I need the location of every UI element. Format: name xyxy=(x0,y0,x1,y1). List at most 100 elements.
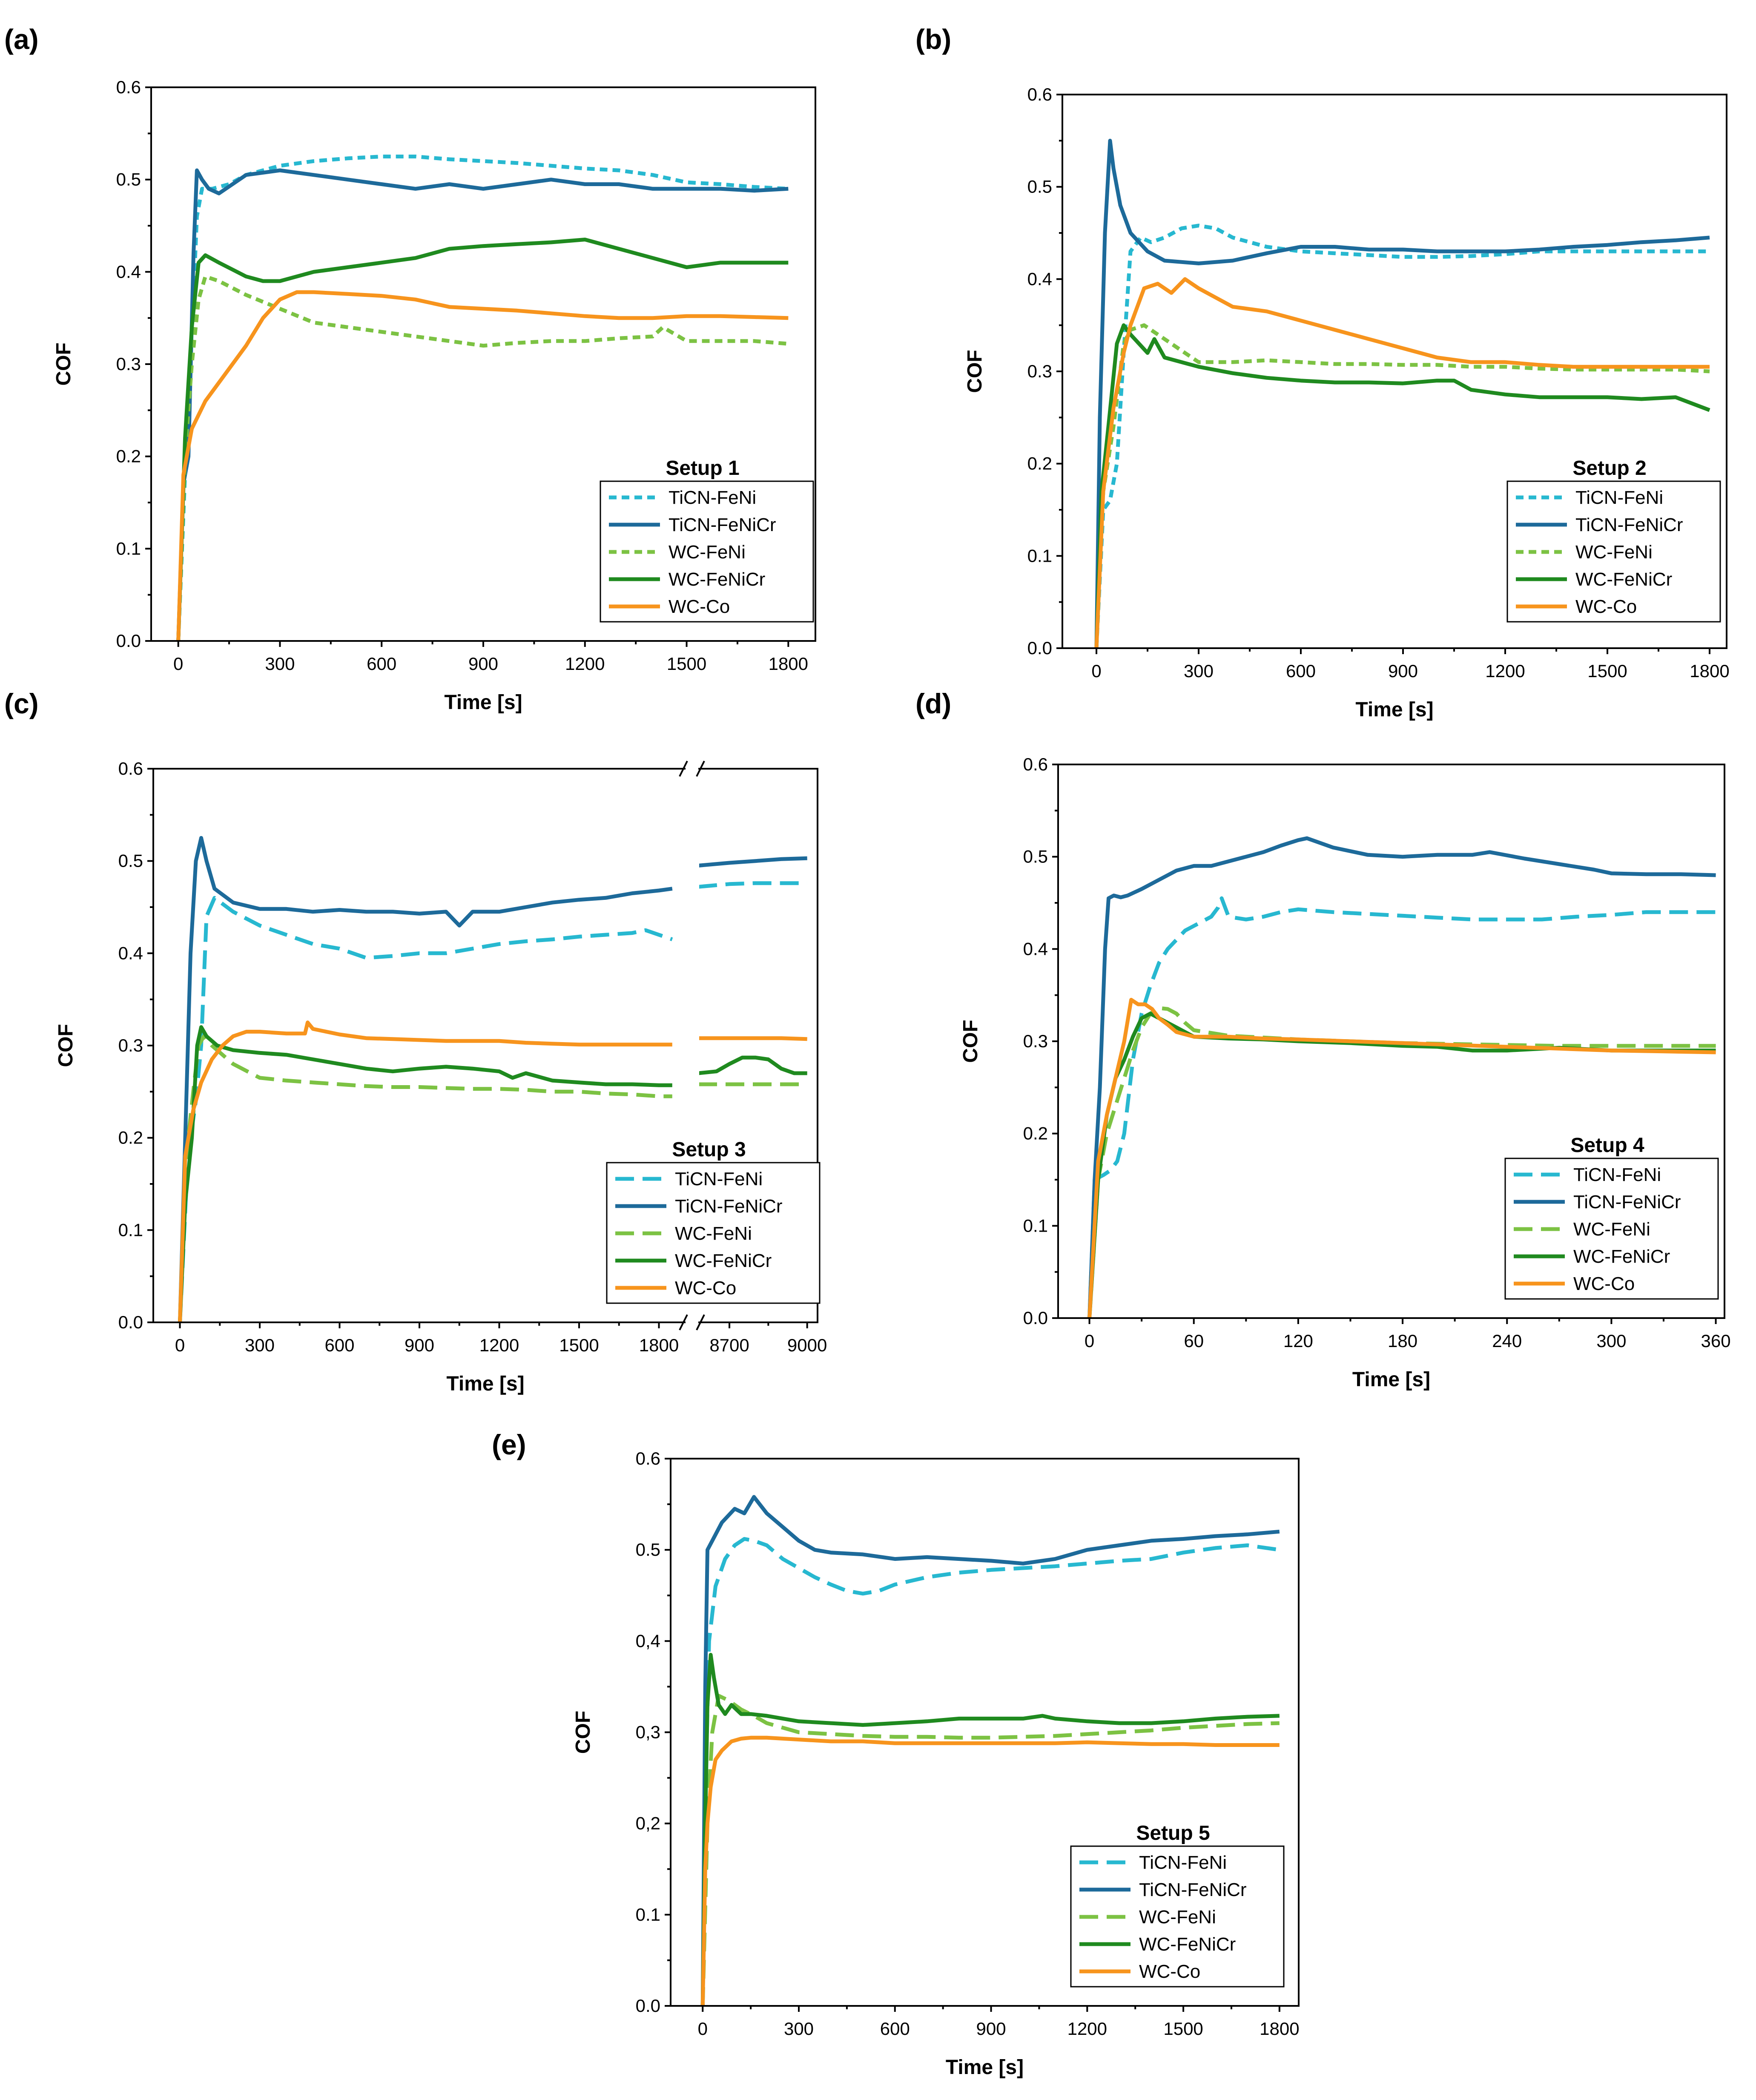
legend-label: WC-FeNiCr xyxy=(1139,1934,1236,1955)
x-tick-label: 1200 xyxy=(1067,2019,1107,2039)
x-tick-label: 600 xyxy=(880,2019,910,2039)
y-tick-label: 0.5 xyxy=(636,1540,660,1560)
legend-title: Setup 1 xyxy=(666,457,739,480)
legend-label: WC-FeNiCr xyxy=(1575,569,1672,590)
legend-label: TiCN-FeNiCr xyxy=(675,1196,783,1217)
series-line-ticn-fenicr xyxy=(178,836,673,1322)
legend-label: TiCN-FeNi xyxy=(1573,1164,1661,1185)
legend-label: TiCN-FeNi xyxy=(669,487,756,508)
y-tick-label: 0.6 xyxy=(1023,754,1048,774)
x-tick-label: 0 xyxy=(698,2019,708,2039)
series-line-ticn-fenicr xyxy=(1087,836,1716,1318)
series-line-wc-feni xyxy=(178,1034,672,1322)
x-tick-label: 900 xyxy=(468,654,498,674)
chart-panel-5: (e) 0.0 0.1 0,2 0,3 0,4 0.5 0.6 0 300 600 900 1200 15… xyxy=(492,1429,1300,2079)
y-tick-label: 0.1 xyxy=(118,1220,143,1240)
plot-frame xyxy=(150,86,816,642)
y-tick-label: 0.3 xyxy=(1023,1031,1048,1051)
x-tick-label: 180 xyxy=(1388,1331,1417,1351)
x-tick-label: 1800 xyxy=(769,654,808,674)
legend-label: WC-FeNi xyxy=(675,1223,752,1244)
series-line-wc-feni xyxy=(1087,1006,1716,1318)
x-tick-label: 300 xyxy=(265,654,295,674)
x-tick-label: 600 xyxy=(367,654,396,674)
legend-title: Setup 3 xyxy=(672,1138,746,1161)
plot-frame xyxy=(1057,764,1725,1319)
x-tick-label: 1800 xyxy=(1690,661,1729,681)
x-tick-label: 8700 xyxy=(709,1335,749,1355)
panel-label: (a) xyxy=(4,23,39,55)
series-line-ticn-fenicr xyxy=(700,1495,1280,2006)
series-line-wc-co xyxy=(1087,998,1716,1318)
legend-label: WC-FeNiCr xyxy=(675,1250,772,1271)
legend-label: TiCN-FeNi xyxy=(1139,1852,1227,1873)
series-line-ticn-fenicr xyxy=(1094,138,1710,648)
y-tick-label: 0.0 xyxy=(118,1312,143,1332)
panel-label: (c) xyxy=(4,688,39,719)
y-tick-label: 0.3 xyxy=(118,1035,143,1055)
y-tick-label: 0.4 xyxy=(1027,269,1052,289)
series-line-wc-feni xyxy=(176,274,789,641)
y-axis-title: COF xyxy=(959,1020,982,1063)
series-line-ticn-feni xyxy=(1087,896,1716,1318)
x-axis-title: Time [s] xyxy=(946,2056,1024,2079)
x-tick-label: 1800 xyxy=(1260,2019,1299,2039)
y-tick-label: 0.1 xyxy=(636,1905,660,1925)
y-tick-label: 0.3 xyxy=(116,354,141,374)
legend-label: WC-Co xyxy=(675,1278,736,1298)
y-tick-label: 0.6 xyxy=(636,1448,660,1468)
y-tick-label: 0.4 xyxy=(118,943,143,963)
y-tick-label: 0.3 xyxy=(1027,361,1052,381)
panel-label: (b) xyxy=(915,23,951,55)
legend-label: WC-FeNiCr xyxy=(669,569,765,590)
y-tick-label: 0.5 xyxy=(1027,177,1052,197)
x-tick-label: 0 xyxy=(175,1335,185,1355)
legend-label: WC-FeNi xyxy=(1573,1219,1650,1240)
legend-label: TiCN-FeNiCr xyxy=(669,514,776,535)
x-tick-label: 300 xyxy=(784,2019,814,2039)
y-tick-label: 0.1 xyxy=(116,538,141,558)
series-line-ticn-feni-segment-2 xyxy=(698,881,807,889)
chart-panel-4: (d) 0.0 0.1 0.2 0.3 0.4 0.5 0.6 0 60 120 180 240 300 3… xyxy=(915,688,1731,1391)
series-line-ticn-feni xyxy=(1094,224,1710,648)
x-tick-label: 900 xyxy=(1388,661,1418,681)
x-axis-title: Time [s] xyxy=(444,691,522,714)
x-tick-label: 1200 xyxy=(565,654,605,674)
x-tick-label: 300 xyxy=(1596,1331,1626,1351)
y-tick-label: 0.2 xyxy=(118,1128,143,1148)
series-line-wc-feni xyxy=(700,1694,1280,2006)
legend-box xyxy=(606,1162,821,1304)
y-tick-label: 0,2 xyxy=(636,1813,660,1833)
panel-label: (e) xyxy=(492,1429,526,1460)
legend-box xyxy=(1070,1845,1285,1988)
y-tick-label: 0.2 xyxy=(1023,1123,1048,1143)
x-tick-label: 1500 xyxy=(667,654,706,674)
plot-frame xyxy=(152,768,686,1323)
legend-title: Setup 4 xyxy=(1570,1134,1644,1157)
x-tick-label: 900 xyxy=(405,1335,434,1355)
x-tick-label: 240 xyxy=(1492,1331,1522,1351)
series-line-wc-co xyxy=(176,290,789,641)
legend-label: WC-FeNi xyxy=(1139,1907,1216,1928)
y-tick-label: 0.0 xyxy=(1027,638,1052,658)
x-tick-label: 0 xyxy=(173,654,183,674)
chart-panel-1: (a) 0.0 0.1 0.2 0.3 0.4 0.5 0.6 0 300 600 900 1200 15… xyxy=(4,23,816,714)
legend-label: TiCN-FeNiCr xyxy=(1575,514,1683,535)
x-axis-title: Time [s] xyxy=(446,1373,524,1395)
x-tick-label: 900 xyxy=(976,2019,1006,2039)
legend-label: WC-Co xyxy=(669,596,730,617)
y-tick-label: 0.6 xyxy=(1027,84,1052,104)
y-tick-label: 0.6 xyxy=(118,758,143,779)
x-tick-label: 300 xyxy=(1184,661,1214,681)
legend-title: Setup 2 xyxy=(1572,457,1646,480)
x-tick-label: 120 xyxy=(1283,1331,1313,1351)
legend-title: Setup 5 xyxy=(1136,1822,1210,1844)
panel-label: (d) xyxy=(915,688,951,719)
x-tick-label: 1500 xyxy=(1163,2019,1203,2039)
legend-label: WC-FeNiCr xyxy=(1573,1246,1670,1267)
chart-panel-2: (b) 0.0 0.1 0.2 0.3 0.4 0.5 0.6 0 300 600 900 1200 15… xyxy=(915,23,1730,721)
y-tick-label: 0.2 xyxy=(116,446,141,466)
y-tick-label: 0.5 xyxy=(116,169,141,190)
x-tick-label: 300 xyxy=(245,1335,275,1355)
y-tick-label: 0.0 xyxy=(116,631,141,651)
